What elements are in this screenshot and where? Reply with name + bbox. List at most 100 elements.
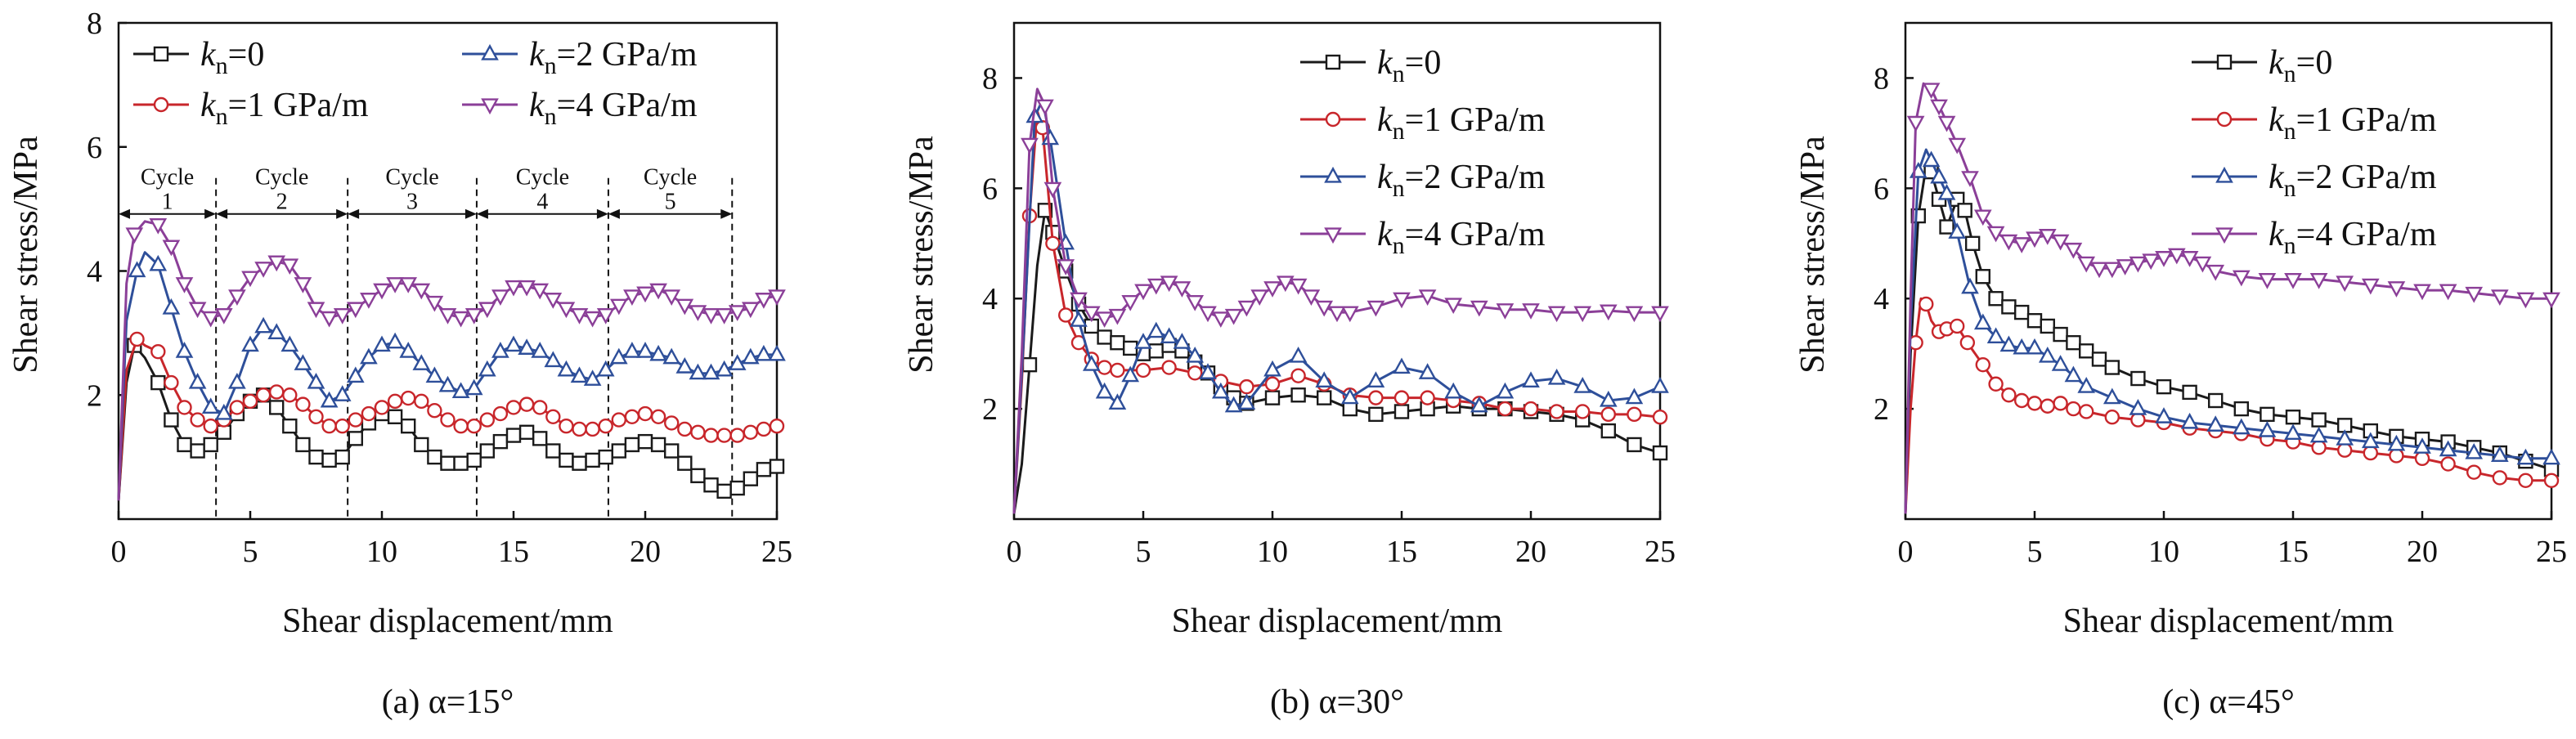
data-point (2516, 292, 2535, 309)
data-point (229, 400, 245, 415)
data-point (387, 409, 403, 425)
data-point (1547, 306, 1566, 323)
data-point (451, 382, 470, 399)
data-point (201, 397, 220, 414)
data-point (2091, 352, 2107, 367)
data-point (360, 293, 378, 309)
legend: kn=0 kn=1 GPa/m kn=2 GPa/m kn=4 GPa/m (133, 36, 698, 130)
data-point (1625, 387, 1644, 405)
y-tick-label: 6 (1874, 172, 1889, 206)
data-point (440, 412, 456, 428)
x-tick-label: 5 (2027, 535, 2043, 569)
data-point (531, 283, 550, 300)
data-point (1975, 356, 1991, 373)
data-point (333, 385, 352, 401)
y-tick-label: 8 (1874, 61, 1889, 96)
legend: kn=0 kn=1 GPa/m kn=2 GPa/m kn=4 GPa/m (1300, 44, 1546, 259)
data-point (741, 347, 760, 365)
data-point (164, 412, 179, 428)
data-point (346, 302, 365, 319)
data-point (2284, 423, 2302, 441)
data-point (755, 293, 773, 309)
data-point (702, 363, 720, 380)
cycle-label: Cycle (644, 165, 697, 190)
data-point (729, 428, 745, 443)
data-point (2465, 286, 2484, 303)
legend-label: kn=2 GPa/m (529, 36, 698, 79)
data-point (1368, 406, 1384, 423)
data-point (1906, 115, 1925, 132)
data-point (308, 449, 324, 465)
data-point (1497, 401, 1513, 417)
data-point (623, 289, 641, 306)
legend-marker-icon (2215, 166, 2233, 183)
data-point (164, 374, 179, 391)
data-point (559, 418, 574, 434)
data-point (743, 471, 758, 486)
data-point (150, 343, 166, 360)
data-point (505, 280, 523, 297)
data-point (1470, 300, 1488, 317)
chart-panel-3: 0 5 10 15 20 25 2 4 6 8 Shear displacement/mm Shear… (1794, 21, 2567, 721)
data-point (1263, 360, 1281, 377)
cycle-number: 4 (536, 190, 548, 215)
data-point (677, 455, 693, 471)
data-point (1211, 382, 1230, 399)
series-kn2 (1904, 148, 2560, 514)
x-tick-label: 25 (2536, 535, 2567, 569)
data-point (373, 283, 391, 300)
data-point (2387, 434, 2406, 451)
data-point (1496, 303, 1515, 320)
data-point (2542, 292, 2560, 309)
data-point (518, 396, 535, 412)
data-point (518, 338, 536, 355)
y-tick-label: 8 (87, 7, 102, 41)
plot-frame (1012, 21, 1662, 521)
data-point (1057, 259, 1075, 275)
data-point (624, 409, 640, 425)
data-point (2180, 251, 2199, 267)
legend-marker-icon (481, 43, 499, 60)
data-point (2038, 346, 2057, 363)
data-point (1148, 343, 1165, 359)
data-point (1290, 368, 1306, 383)
chart-panel-2: 0 5 10 15 20 25 2 4 6 8 Shear displacement/mm Shear… (903, 21, 1676, 721)
data-point (2064, 365, 2083, 383)
data-point (2026, 231, 2044, 249)
x-tick-label: 20 (630, 535, 661, 569)
cycle-label: Cycle (255, 165, 308, 190)
data-point (149, 254, 168, 271)
x-tick-label: 5 (243, 535, 258, 569)
data-point (583, 370, 602, 386)
x-tick-label: 15 (498, 535, 529, 569)
x-tick-label: 25 (1645, 535, 1676, 569)
data-point (2284, 273, 2302, 289)
data-point (2077, 377, 2096, 393)
data-point (177, 437, 192, 453)
data-point (1041, 128, 1060, 146)
data-point (1652, 410, 1668, 425)
y-tick-label: 2 (87, 378, 102, 413)
data-point (2040, 398, 2056, 414)
cycle-number: 3 (406, 190, 418, 215)
data-point (505, 428, 522, 443)
data-point (2051, 355, 2070, 371)
data-point (2001, 387, 2017, 403)
data-point (348, 431, 363, 446)
data-point (280, 335, 299, 352)
data-point (2336, 442, 2353, 458)
legend-entry-kn1: kn=1 GPa/m (133, 87, 369, 130)
data-point (2078, 404, 2094, 419)
data-point (2466, 464, 2482, 480)
data-point (2309, 426, 2328, 443)
x-tick-label: 0 (1007, 535, 1022, 569)
data-point (2013, 392, 2030, 409)
series-line (1904, 297, 2551, 514)
data-point (2232, 418, 2251, 435)
data-point (623, 342, 641, 358)
data-point (2258, 273, 2277, 289)
data-point (532, 400, 548, 415)
data-point (1095, 382, 1114, 399)
legend-label: kn=4 GPa/m (1377, 216, 1546, 259)
data-point (2414, 450, 2430, 467)
